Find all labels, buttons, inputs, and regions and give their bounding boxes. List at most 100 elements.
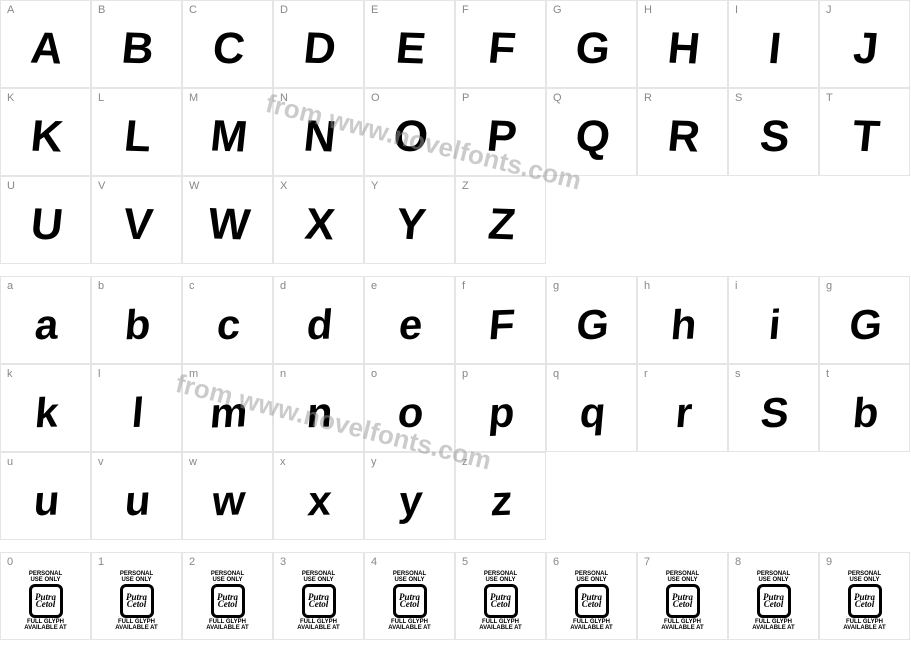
badge-logo-text: Putra Cetol bbox=[760, 594, 788, 608]
glyph-cell bbox=[637, 176, 728, 264]
digit-cell: 2PERSONALUSE ONLYPutra CetolFULL GLYPHAV… bbox=[182, 552, 273, 640]
glyph: p bbox=[486, 389, 514, 438]
badge-logo-text: Putra Cetol bbox=[123, 594, 151, 608]
glyph: W bbox=[205, 199, 250, 250]
digit-badge: PERSONALUSE ONLYPutra CetolFULL GLYPHAVA… bbox=[376, 571, 444, 631]
glyph-cell bbox=[728, 452, 819, 540]
cell-label: m bbox=[189, 368, 198, 380]
badge-bottom2: AVAILABLE AT bbox=[661, 625, 703, 631]
cell-label: O bbox=[371, 92, 380, 104]
badge-logo-text: Putra Cetol bbox=[32, 594, 60, 608]
digit-cell: 5 PERSONALUSE ONLYPutra CetolFULL GLYPHAV… bbox=[455, 552, 546, 640]
glyph-cell: BB bbox=[91, 0, 182, 88]
glyph-cell: tb bbox=[819, 364, 910, 452]
cell-label: N bbox=[280, 92, 288, 104]
glyph-cell: CC bbox=[182, 0, 273, 88]
badge-bottom2: AVAILABLE AT bbox=[752, 625, 794, 631]
cell-label: M bbox=[189, 92, 198, 104]
section-gap bbox=[0, 264, 910, 276]
cell-label: i bbox=[735, 280, 737, 292]
glyph-cell: WW bbox=[182, 176, 273, 264]
badge-second: USE ONLY bbox=[667, 577, 697, 583]
glyph: R bbox=[665, 112, 700, 163]
badge-logo-text: Putra Cetol bbox=[396, 594, 424, 608]
cell-label: W bbox=[189, 180, 199, 192]
glyph-cell bbox=[819, 452, 910, 540]
glyph-cell: RR bbox=[637, 88, 728, 176]
cell-label: I bbox=[735, 4, 738, 16]
cell-label: 5 bbox=[462, 556, 468, 568]
cell-label: D bbox=[280, 4, 288, 16]
glyph-cell: OO bbox=[364, 88, 455, 176]
cell-label: d bbox=[280, 280, 286, 292]
cell-label: B bbox=[98, 4, 105, 16]
glyph-cell: SS bbox=[728, 88, 819, 176]
badge-logo: Putra Cetol bbox=[757, 584, 791, 618]
badge-logo-text: Putra Cetol bbox=[305, 594, 333, 608]
cell-label: Q bbox=[553, 92, 562, 104]
badge-bottom2: AVAILABLE AT bbox=[570, 625, 612, 631]
cell-label: C bbox=[189, 4, 197, 16]
glyph-cell: NN bbox=[273, 88, 364, 176]
cell-label: w bbox=[189, 456, 197, 468]
glyph: T bbox=[849, 112, 879, 163]
cell-label: b bbox=[98, 280, 104, 292]
glyph-cell: DD bbox=[273, 0, 364, 88]
glyph: y bbox=[397, 477, 423, 526]
cell-label: 0 bbox=[7, 556, 13, 568]
glyph: F bbox=[486, 301, 514, 350]
rows_upper-row-2: UUVVWWXXYYZZ bbox=[0, 176, 910, 264]
badge-logo-text: Putra Cetol bbox=[214, 594, 242, 608]
glyph: C bbox=[210, 24, 245, 75]
glyph: S bbox=[757, 112, 790, 163]
cell-label: X bbox=[280, 180, 287, 192]
cell-label: R bbox=[644, 92, 652, 104]
digit-cell: 9PERSONALUSE ONLYPutra CetolFULL GLYPHAV… bbox=[819, 552, 910, 640]
cell-label: S bbox=[735, 92, 742, 104]
badge-logo-text: Putra Cetol bbox=[578, 594, 606, 608]
digit-cell: 1PERSONALUSE ONLYPutra CetolFULL GLYPHAV… bbox=[91, 552, 182, 640]
glyph: E bbox=[393, 24, 426, 75]
glyph: q bbox=[577, 389, 605, 438]
glyph: O bbox=[391, 112, 429, 163]
cell-label: n bbox=[280, 368, 286, 380]
glyph: i bbox=[766, 301, 780, 349]
cell-label: q bbox=[553, 368, 559, 380]
glyph: u bbox=[31, 477, 59, 526]
badge-bottom2: AVAILABLE AT bbox=[479, 625, 521, 631]
cell-label: J bbox=[826, 4, 832, 16]
glyph: c bbox=[215, 301, 241, 350]
badge-logo: Putra Cetol bbox=[575, 584, 609, 618]
glyph: b bbox=[122, 301, 150, 350]
cell-label: h bbox=[644, 280, 650, 292]
cell-label: 2 bbox=[189, 556, 195, 568]
glyph-cell: LL bbox=[91, 88, 182, 176]
badge-second: USE ONLY bbox=[121, 577, 151, 583]
digit-cell: 4PERSONALUSE ONLYPutra CetolFULL GLYPHAV… bbox=[364, 552, 455, 640]
glyph-cell: HH bbox=[637, 0, 728, 88]
glyph-cell: ii bbox=[728, 276, 819, 364]
glyph-cell: UU bbox=[0, 176, 91, 264]
cell-label: a bbox=[7, 280, 13, 292]
badge-second: USE ONLY bbox=[849, 577, 879, 583]
glyph: n bbox=[304, 389, 332, 438]
glyph-cell: sS bbox=[728, 364, 819, 452]
digit-badge: PERSONALUSE ONLYPutra CetolFULL GLYPHAVA… bbox=[12, 571, 80, 631]
badge-second: USE ONLY bbox=[394, 577, 424, 583]
cell-label: U bbox=[7, 180, 15, 192]
glyph-cell: gG bbox=[819, 276, 910, 364]
badge-logo: Putra Cetol bbox=[848, 584, 882, 618]
glyph-cell: ee bbox=[364, 276, 455, 364]
cell-label: 4 bbox=[371, 556, 377, 568]
glyph-cell: gG bbox=[546, 276, 637, 364]
rows_upper-row-0: AABBCCDDEEFFGGHHIIJJ bbox=[0, 0, 910, 88]
cell-label: H bbox=[644, 4, 652, 16]
cell-label: g bbox=[553, 280, 559, 292]
digit-badge: PERSONALUSE ONLYPutra CetolFULL GLYPHAVA… bbox=[467, 571, 535, 631]
badge-bottom2: AVAILABLE AT bbox=[388, 625, 430, 631]
glyph: e bbox=[397, 301, 423, 350]
glyph-cell: fF bbox=[455, 276, 546, 364]
glyph: w bbox=[210, 477, 245, 526]
glyph: u bbox=[122, 477, 150, 526]
glyph-cell: ww bbox=[182, 452, 273, 540]
